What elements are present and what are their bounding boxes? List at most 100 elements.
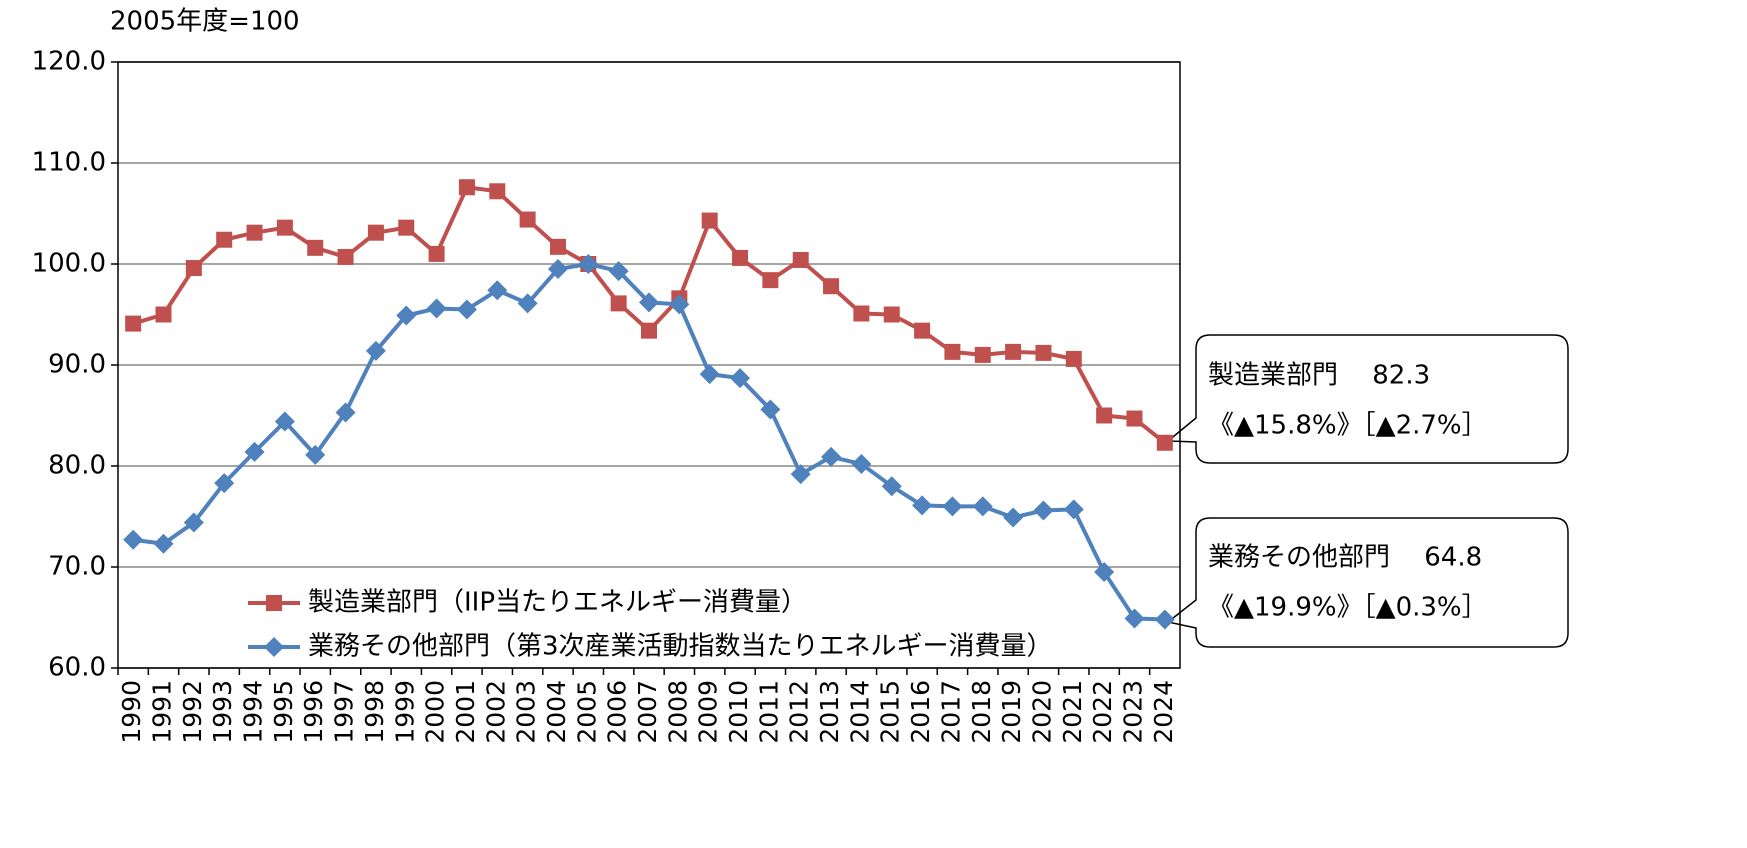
data-point [1005,343,1022,360]
callout-text: 業務その他部門 64.8 [1208,543,1482,573]
data-point [972,496,993,517]
x-tick-label: 2011 [754,680,783,744]
y-axis-label: 2005年度=100 [110,7,300,37]
data-point [183,512,204,533]
x-tick-label: 1999 [390,680,419,744]
data-point [426,298,447,319]
data-point [305,444,326,465]
data-point [1063,499,1084,520]
data-point [244,441,265,462]
x-tick-label: 1991 [148,680,177,744]
x-tick-label: 1992 [178,680,207,744]
x-tick-label: 2013 [815,680,844,744]
x-tick-label: 2019 [997,680,1026,744]
data-point [396,305,417,326]
data-point [335,402,356,423]
x-tick-label: 2002 [481,680,510,744]
x-tick-label: 1996 [299,680,328,744]
data-point [701,212,718,229]
x-tick-label: 2023 [1118,680,1147,744]
data-point [276,219,293,236]
data-point [1035,344,1052,361]
data-point [669,294,690,315]
y-tick-label: 120.0 [32,47,106,77]
data-point [881,476,902,497]
data-point [489,183,506,200]
data-point [456,299,477,320]
data-point [1126,410,1143,427]
x-tick-label: 2000 [421,680,450,744]
data-point [699,364,720,385]
data-point [823,278,840,295]
data-point [123,529,144,550]
data-point [153,533,174,554]
x-tick-label: 1994 [239,680,268,744]
data-point [851,453,872,474]
x-tick-label: 2001 [451,680,480,744]
data-point [730,368,751,389]
y-tick-label: 70.0 [48,552,106,582]
callout-box [1166,517,1569,648]
x-tick-label: 2020 [1027,680,1056,744]
x-tick-label: 2004 [542,680,571,744]
data-point [428,245,445,262]
plot-frame [117,61,1181,669]
data-point [517,293,538,314]
data-point [1124,608,1145,629]
data-point [214,473,235,494]
data-point [1003,507,1024,528]
data-point [1154,609,1175,630]
legend-marker [264,637,284,657]
x-tick-label: 2018 [967,680,996,744]
y-tick-label: 80.0 [48,451,106,481]
data-point [246,224,263,241]
data-point [608,261,629,282]
data-point [610,295,627,312]
y-tick-label: 90.0 [48,350,106,380]
y-tick-label: 100.0 [32,249,106,279]
x-tick-label: 1997 [330,680,359,744]
callout-box [1165,334,1569,464]
callout-text: 《▲15.8%》［▲2.7%］ [1208,411,1488,441]
data-point [337,248,354,265]
data-point [274,411,295,432]
data-point [912,495,933,516]
legend-label: 製造業部門（IIP当たりエネルギー消費量） [308,588,807,618]
data-point [487,280,508,301]
data-point [458,179,475,196]
x-tick-label: 1993 [208,680,237,744]
x-tick-label: 2016 [906,680,935,744]
x-tick-label: 2006 [603,680,632,744]
data-point [578,254,599,274]
data-point [944,343,961,360]
x-tick-label: 2024 [1149,680,1178,744]
data-point [1156,434,1173,451]
data-point [853,305,870,322]
x-tick-label: 1998 [360,680,389,744]
x-tick-label: 2008 [663,680,692,744]
data-point [185,260,202,277]
callout-text: 製造業部門 82.3 [1208,361,1430,391]
data-point [883,306,900,323]
data-point [974,346,991,363]
data-point [307,239,324,256]
data-point [519,211,536,228]
data-point [639,292,659,313]
x-tick-label: 2005 [572,680,601,744]
data-point [155,306,172,323]
legend-marker [266,595,282,611]
y-tick-label: 60.0 [48,653,106,683]
data-point [216,231,233,248]
data-point [365,340,386,361]
data-point [821,446,842,467]
x-tick-label: 1990 [117,680,146,744]
data-point [914,322,931,339]
x-tick-label: 2014 [845,680,874,744]
data-point [1096,407,1113,424]
x-tick-label: 1995 [269,680,298,744]
data-point [398,219,415,236]
x-tick-label: 2009 [694,680,723,744]
data-point [790,464,811,485]
